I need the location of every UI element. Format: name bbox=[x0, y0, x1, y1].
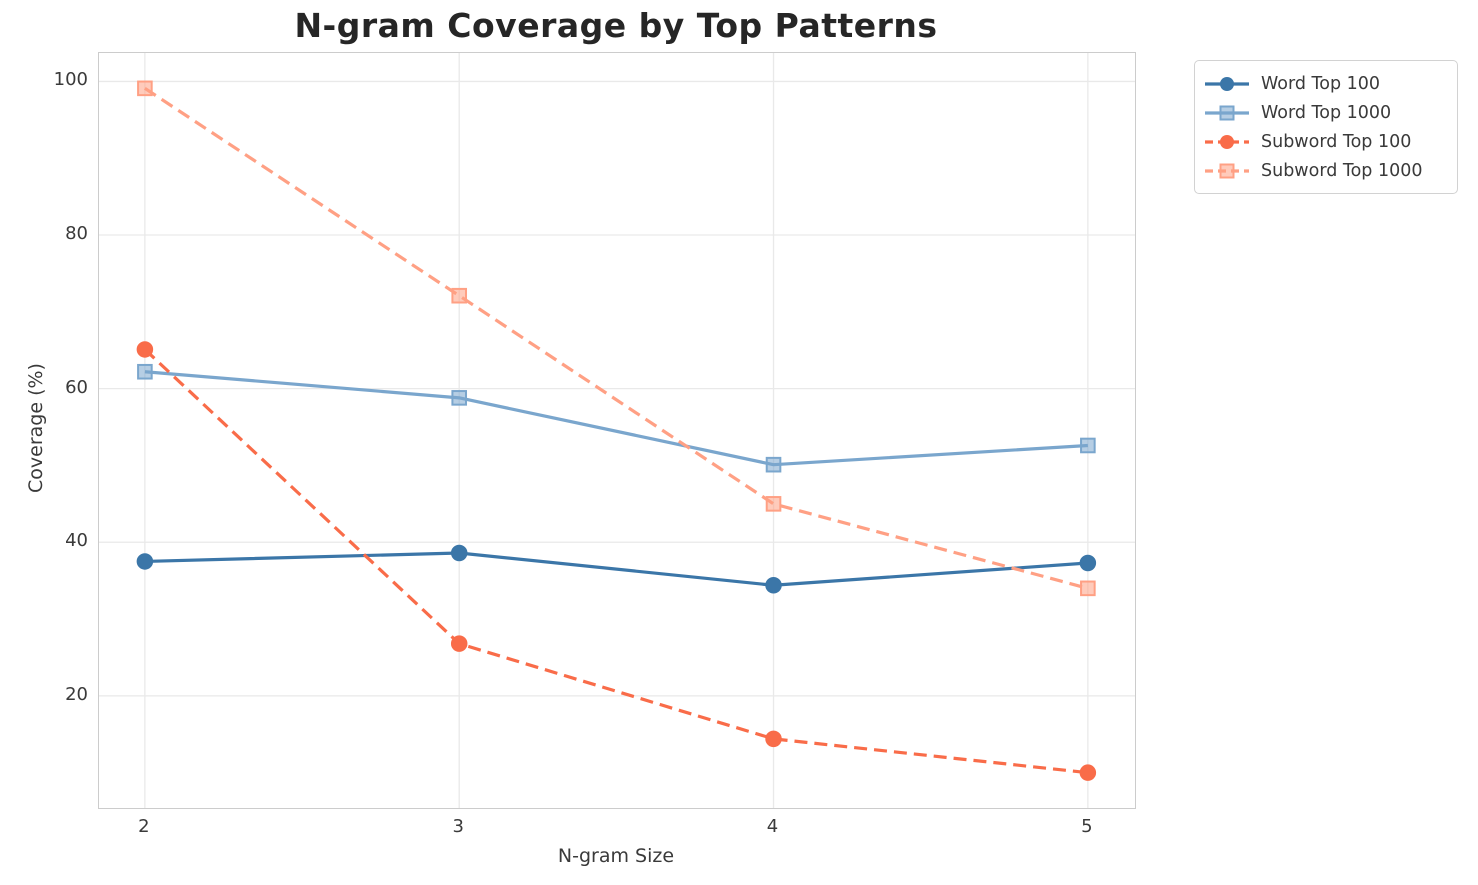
legend-swatch bbox=[1205, 134, 1249, 149]
series-2-marker bbox=[136, 341, 154, 358]
series-2-marker bbox=[765, 730, 782, 748]
legend-marker-icon bbox=[1219, 163, 1235, 178]
y-axis-label: Coverage (%) bbox=[25, 363, 47, 493]
x-tick-label: 4 bbox=[766, 816, 779, 837]
legend-label: Word Top 1000 bbox=[1261, 102, 1392, 123]
legend-label: Subword Top 1000 bbox=[1261, 160, 1423, 181]
series-1-marker bbox=[765, 456, 782, 473]
legend-swatch bbox=[1205, 163, 1249, 178]
legend: Word Top 100 Word Top 1000 Subword Top 1… bbox=[1194, 60, 1458, 194]
x-tick-label: 5 bbox=[1081, 816, 1093, 837]
legend-marker-icon bbox=[1219, 105, 1235, 120]
legend-marker-icon bbox=[1220, 76, 1234, 91]
legend-swatch bbox=[1205, 76, 1249, 91]
y-tick-label: 20 bbox=[65, 683, 88, 705]
series-line-2 bbox=[143, 348, 1089, 775]
x-axis-label: N-gram Size bbox=[557, 845, 675, 867]
legend-item: Word Top 1000 bbox=[1203, 98, 1447, 127]
legend-item: Subword Top 100 bbox=[1203, 127, 1447, 156]
series-0-marker bbox=[765, 577, 782, 594]
legend-label: Word Top 100 bbox=[1261, 73, 1381, 94]
y-tick-label: 100 bbox=[53, 69, 88, 91]
chart-title: N-gram Coverage by Top Patterns bbox=[294, 6, 938, 45]
y-tick-label: 40 bbox=[65, 530, 88, 552]
legend-item: Subword Top 1000 bbox=[1203, 156, 1447, 185]
series-3-marker bbox=[451, 287, 468, 304]
x-tick-label: 2 bbox=[138, 816, 150, 837]
series-0-marker bbox=[136, 553, 154, 570]
legend-marker-icon bbox=[1220, 134, 1234, 149]
legend-swatch bbox=[1205, 105, 1249, 120]
series-line-3 bbox=[144, 86, 1089, 590]
series-0-marker bbox=[1079, 554, 1097, 572]
plot-area bbox=[98, 52, 1136, 809]
series-2-marker bbox=[450, 635, 468, 652]
series-3-marker bbox=[765, 496, 782, 512]
series-line-1 bbox=[144, 370, 1088, 467]
plot-canvas bbox=[99, 53, 1135, 808]
series-1-marker bbox=[1080, 437, 1096, 454]
series-1-marker bbox=[451, 390, 468, 406]
series-line-0 bbox=[144, 551, 1088, 587]
series-1-marker bbox=[137, 363, 153, 380]
x-tick-label: 3 bbox=[452, 816, 464, 837]
legend-item: Word Top 100 bbox=[1203, 69, 1447, 98]
y-tick-label: 80 bbox=[65, 223, 88, 245]
y-tick-label: 60 bbox=[65, 376, 88, 398]
series-3-marker bbox=[137, 80, 153, 97]
series-0-marker bbox=[450, 544, 468, 562]
legend-label: Subword Top 100 bbox=[1261, 131, 1412, 152]
series-2-marker bbox=[1079, 764, 1097, 781]
series-3-marker bbox=[1080, 580, 1096, 597]
